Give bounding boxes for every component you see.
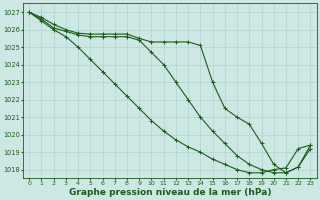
X-axis label: Graphe pression niveau de la mer (hPa): Graphe pression niveau de la mer (hPa) [68, 188, 271, 197]
